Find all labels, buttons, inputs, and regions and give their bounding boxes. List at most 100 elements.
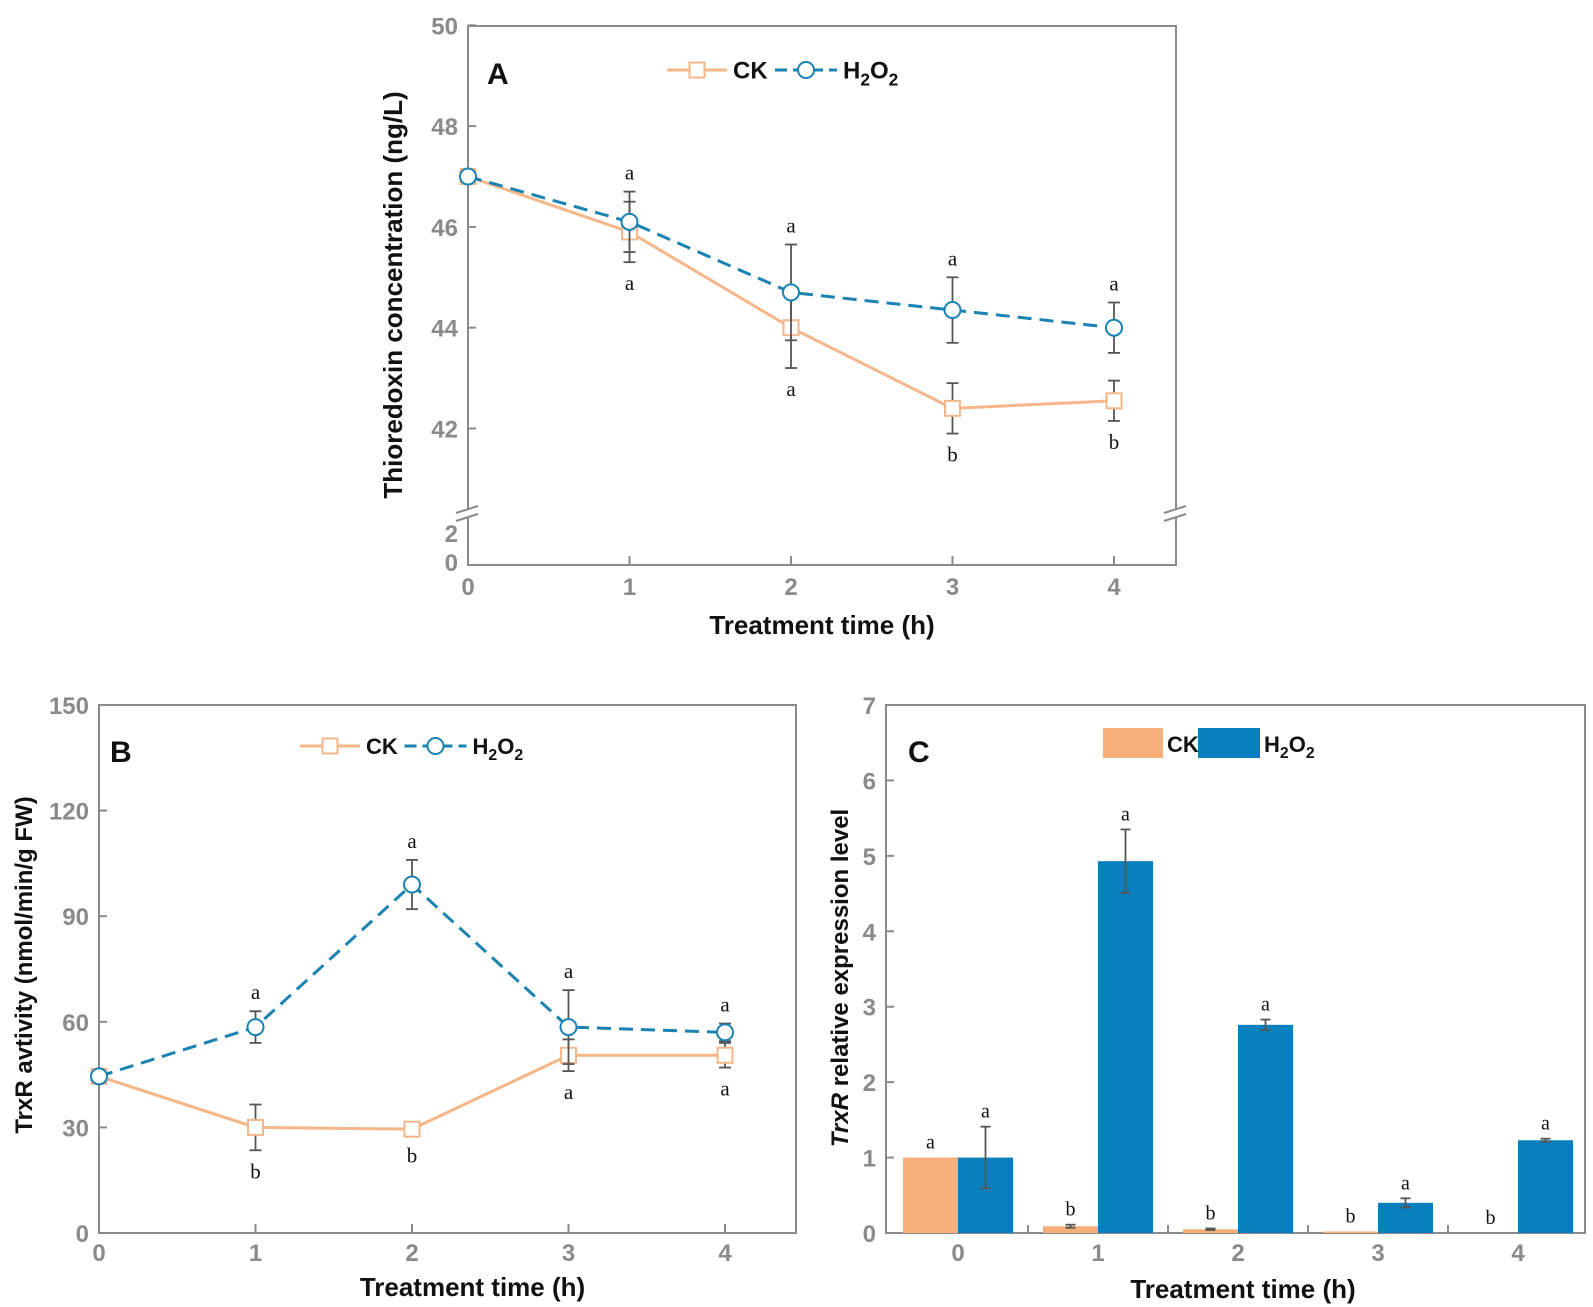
- axis-break-mark-left: [455, 505, 479, 514]
- x-tick-label: 2: [784, 574, 797, 601]
- legend-ck-label: CK: [733, 58, 768, 85]
- bar-ck: [1323, 1231, 1378, 1233]
- significance-letter: a: [251, 980, 261, 1004]
- data-point-ck: [716, 1046, 734, 1064]
- y-tick-label: 7: [863, 693, 876, 720]
- axis-break-mark-right: [1163, 505, 1187, 514]
- significance-letter: a: [948, 246, 958, 270]
- x-tick-label: 4: [718, 1240, 732, 1267]
- panel-c-chart: 0 1 2 3 4 5 6 7 0 1 2 3 4 Treatment time (h) TrxR rela…: [827, 693, 1586, 1304]
- legend-ck-marker: [321, 737, 339, 755]
- series-line-h2o2: [98, 882, 726, 1078]
- x-tick-label: 4: [1511, 1240, 1525, 1267]
- y-tick-label: 60: [62, 1010, 89, 1037]
- significance-letter: a: [625, 271, 635, 295]
- y-tick-label: 1: [863, 1146, 876, 1173]
- data-point-h2o2: [246, 1018, 265, 1037]
- y-tick-label: 50: [431, 13, 458, 40]
- significance-letter: a: [1121, 803, 1130, 825]
- data-point-h2o2: [716, 1023, 734, 1042]
- data-point-h2o2: [403, 875, 421, 894]
- significance-letter: a: [720, 1077, 730, 1101]
- data-point-h2o2: [90, 1067, 108, 1086]
- significance-letter: b: [1346, 1205, 1356, 1227]
- x-tick-label: 4: [1107, 574, 1121, 601]
- legend-h2o2-marker: [797, 61, 815, 79]
- x-tick-label: 1: [1091, 1240, 1104, 1267]
- plot-frame: [885, 704, 1586, 1234]
- x-tick-label: 3: [946, 574, 959, 601]
- y-tick-label: 6: [863, 768, 876, 795]
- legend-h2o2-swatch: [1198, 728, 1260, 758]
- y-axis-title: Thioredoxin concentration (ng/L): [378, 91, 408, 498]
- y-axis-title: TrxR relative expression level: [827, 809, 854, 1147]
- data-point-h2o2: [1105, 318, 1123, 337]
- legend-h2o2-marker: [426, 737, 445, 755]
- legend-ck-label: CK: [1167, 732, 1199, 757]
- significance-letter: a: [786, 377, 796, 401]
- significance-letter: b: [1066, 1199, 1076, 1221]
- legend-h2o2-label: H2O2: [843, 58, 898, 90]
- data-point-h2o2: [620, 212, 639, 231]
- data-point-ck: [1105, 392, 1123, 410]
- bar-h2o2: [1518, 1140, 1573, 1233]
- significance-letter: a: [720, 993, 730, 1017]
- data-point-h2o2: [943, 301, 962, 320]
- significance-letter: a: [564, 959, 574, 983]
- y-tick-label: 150: [49, 693, 89, 720]
- x-axis-title: Treatment time (h): [1130, 1274, 1355, 1304]
- y-tick-label: 30: [62, 1115, 89, 1142]
- significance-letter: a: [1261, 994, 1270, 1016]
- axis-break-mark-left-2: [455, 513, 479, 522]
- significance-letter: a: [786, 214, 796, 238]
- y-tick-label: 4: [863, 919, 877, 946]
- significance-letter: a: [407, 829, 417, 853]
- data-point-h2o2: [559, 1018, 578, 1037]
- panel-label: B: [110, 736, 132, 769]
- data-point-ck: [403, 1120, 421, 1138]
- bar-ck: [1043, 1226, 1098, 1233]
- significance-letter: a: [1541, 1113, 1550, 1135]
- x-tick-label: 3: [562, 1240, 575, 1267]
- y-tick-label: 90: [62, 904, 89, 931]
- significance-letter: b: [407, 1143, 418, 1167]
- y-tick-label: 120: [49, 799, 89, 826]
- significance-letter: a: [564, 1080, 574, 1104]
- x-tick-label: 0: [461, 574, 474, 601]
- significance-letter: a: [981, 1101, 990, 1123]
- y-tick-label: 42: [431, 417, 458, 444]
- legend-ck-label: CK: [366, 734, 398, 759]
- y-tick-label: 46: [431, 215, 458, 242]
- significance-letter: b: [250, 1159, 261, 1183]
- bar-ck: [1183, 1229, 1238, 1233]
- axis-break-gap-left: [456, 509, 480, 518]
- y-tick-label: 2: [863, 1070, 876, 1097]
- panel-label: A: [487, 58, 509, 91]
- y-tick-label: 0: [863, 1221, 876, 1248]
- data-point-h2o2: [782, 283, 800, 302]
- plot-frame: [467, 25, 1177, 566]
- y-tick-label: 48: [431, 114, 458, 141]
- y-tick-label: 5: [863, 844, 876, 871]
- y-tick-label: 44: [431, 316, 458, 343]
- bar-h2o2: [1098, 861, 1153, 1233]
- legend: CK H2O2: [300, 734, 523, 764]
- significance-letter: b: [1109, 430, 1120, 454]
- significance-letter: b: [1486, 1207, 1496, 1229]
- y-tick-label: 2: [445, 521, 458, 548]
- significance-letter: a: [926, 1132, 935, 1154]
- legend-h2o2-label: H2O2: [1264, 732, 1315, 762]
- data-point-ck: [247, 1118, 264, 1136]
- legend: CK H2O2: [1103, 728, 1315, 762]
- x-axis-title: Treatment time (h): [360, 1272, 585, 1302]
- significance-letter: b: [947, 443, 958, 467]
- axis-break-mark-right-2: [1163, 513, 1187, 522]
- x-tick-label: 1: [249, 1240, 262, 1267]
- x-tick-label: 1: [623, 574, 636, 601]
- y-axis-title: TrxR avtivity (nmol/min/g FW): [11, 796, 38, 1133]
- bar-ck: [903, 1157, 958, 1233]
- x-tick-label: 0: [92, 1240, 105, 1267]
- y-tick-label: 3: [863, 995, 876, 1022]
